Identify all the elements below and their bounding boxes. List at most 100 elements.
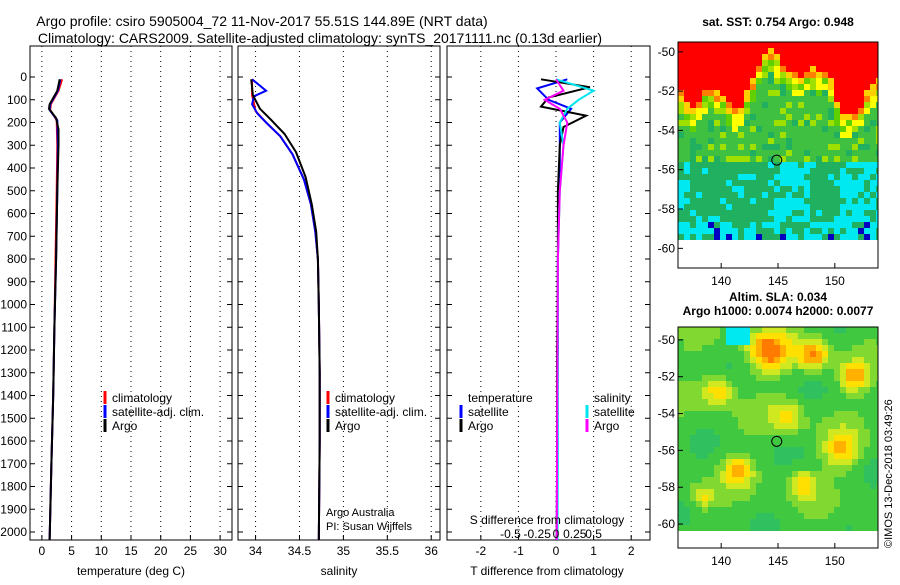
sla-cell xyxy=(798,399,804,405)
sst-cell xyxy=(744,108,750,114)
sla-cell xyxy=(732,495,738,501)
sla-cell xyxy=(846,369,852,375)
sla-cell xyxy=(708,477,714,483)
sla-cell xyxy=(684,429,690,435)
sla-cell xyxy=(726,453,732,459)
sla-cell xyxy=(774,489,780,495)
sla-cell xyxy=(810,501,816,507)
sla-cell xyxy=(738,357,744,363)
sla-cell xyxy=(726,351,732,357)
sst-cell xyxy=(840,216,846,222)
sst-cell xyxy=(678,150,684,156)
sla-cell xyxy=(696,429,702,435)
sst-cell xyxy=(858,150,864,156)
sst-cell xyxy=(768,192,774,198)
sla-cell xyxy=(720,513,726,519)
sst-cell xyxy=(702,192,708,198)
sst-cell xyxy=(852,162,858,168)
sst-cell xyxy=(690,162,696,168)
sla-cell xyxy=(858,423,864,429)
sst-cell xyxy=(792,156,798,162)
sst-cell xyxy=(726,102,732,108)
sla-cell xyxy=(858,411,864,417)
sst-cell xyxy=(810,138,816,144)
sla-cell xyxy=(822,423,828,429)
sla-cell xyxy=(780,447,786,453)
legend-label-t-argo: Argo xyxy=(468,419,494,433)
sst-cell xyxy=(750,60,756,66)
sla-cell xyxy=(768,441,774,447)
sst-cell xyxy=(708,78,714,84)
sla-cell xyxy=(774,345,780,351)
sst-cell xyxy=(834,126,840,132)
sla-cell xyxy=(804,453,810,459)
sst-cell xyxy=(708,186,714,192)
sla-cell xyxy=(876,525,878,531)
sla-cell xyxy=(786,351,792,357)
sla-cell xyxy=(780,465,786,471)
sla-cell xyxy=(708,447,714,453)
sst-cell xyxy=(696,162,702,168)
sla-cell xyxy=(738,417,744,423)
sla-cell xyxy=(762,387,768,393)
sst-cell xyxy=(774,102,780,108)
sla-cell xyxy=(870,345,876,351)
sla-cell xyxy=(738,507,744,513)
sst-cell xyxy=(678,102,684,108)
sst-cell xyxy=(732,102,738,108)
sst-cell xyxy=(738,132,744,138)
sst-cell xyxy=(774,108,780,114)
sla-cell xyxy=(750,411,756,417)
sst-cell xyxy=(810,192,816,198)
sla-cell xyxy=(816,369,822,375)
sla-cell xyxy=(756,369,762,375)
sla-cell xyxy=(726,387,732,393)
sst-cell xyxy=(786,144,792,150)
sst-cell xyxy=(780,174,786,180)
sst-cell xyxy=(858,132,864,138)
sst-cell xyxy=(828,42,834,48)
sla-cell xyxy=(780,351,786,357)
sla-cell xyxy=(798,351,804,357)
sst-cell xyxy=(762,222,768,228)
sst-cell xyxy=(726,234,732,240)
sla-cell xyxy=(762,483,768,489)
sla-cell xyxy=(852,459,858,465)
sst-cell xyxy=(810,234,816,240)
sst-cell xyxy=(762,78,768,84)
sla-cell xyxy=(738,351,744,357)
sla-cell xyxy=(732,435,738,441)
sst-cell xyxy=(858,234,864,240)
sla-cell xyxy=(780,417,786,423)
sla-cell xyxy=(792,357,798,363)
sla-cell xyxy=(708,399,714,405)
sst-cell xyxy=(876,120,878,126)
sla-cell xyxy=(726,495,732,501)
sst-cell xyxy=(834,222,840,228)
sla-cell xyxy=(750,423,756,429)
sla-cell xyxy=(822,525,828,531)
sst-cell xyxy=(780,126,786,132)
sst-cell xyxy=(816,228,822,234)
sla-cell xyxy=(786,459,792,465)
sst-cell xyxy=(780,228,786,234)
sla-cell xyxy=(816,345,822,351)
sst-cell xyxy=(846,78,852,84)
sla-cell xyxy=(870,417,876,423)
sla-cell xyxy=(684,363,690,369)
sla-cell xyxy=(774,525,780,531)
sla-cell xyxy=(702,345,708,351)
sst-cell xyxy=(678,120,684,126)
sst-cell xyxy=(804,234,810,240)
sla-cell xyxy=(744,495,750,501)
sst-cell xyxy=(696,216,702,222)
sst-cell xyxy=(876,180,878,186)
sst-cell xyxy=(780,168,786,174)
sst-cell xyxy=(846,216,852,222)
sla-cell xyxy=(804,501,810,507)
sst-cell xyxy=(840,174,846,180)
sla-cell xyxy=(828,453,834,459)
sst-cell xyxy=(684,114,690,120)
sla-cell xyxy=(762,459,768,465)
sla-cell xyxy=(768,453,774,459)
